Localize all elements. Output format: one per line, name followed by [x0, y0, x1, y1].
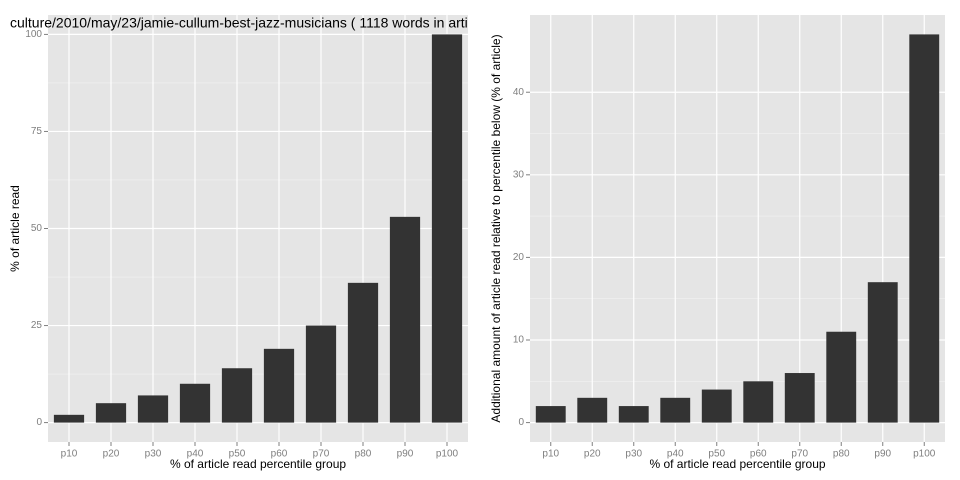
bar: [137, 395, 169, 423]
bar: [347, 282, 379, 423]
bar: [909, 34, 940, 423]
x-tick-label: p60: [271, 449, 288, 460]
y-tick-label: 0: [36, 417, 42, 428]
y-tick-label: 30: [513, 169, 525, 180]
x-tick-label: p30: [145, 449, 162, 460]
x-tick-label: p40: [667, 449, 684, 460]
y-tick-label: 50: [31, 223, 43, 234]
bar: [701, 389, 732, 423]
y-tick-label: 40: [513, 87, 525, 98]
x-tick-label: p90: [397, 449, 414, 460]
bar: [618, 406, 649, 423]
y-tick-label: 10: [513, 335, 525, 346]
bar: [784, 373, 815, 423]
x-tick-label: p20: [584, 449, 601, 460]
x-tick-label: p20: [103, 449, 120, 460]
x-tick-label: p80: [355, 449, 372, 460]
x-tick-label: p10: [61, 449, 78, 460]
x-tick-label: p30: [625, 449, 642, 460]
x-tick-label: p40: [187, 449, 204, 460]
bar: [263, 348, 295, 423]
bar: [660, 397, 691, 423]
bar: [389, 216, 421, 423]
bar: [826, 331, 857, 423]
bar: [743, 381, 774, 423]
x-tick-label: p70: [313, 449, 330, 460]
x-tick-label: p100: [436, 449, 459, 460]
bar: [577, 397, 608, 423]
bar: [53, 414, 85, 423]
y-tick-label: 75: [31, 126, 43, 137]
bar: [867, 282, 898, 423]
bar: [179, 383, 211, 423]
x-axis-label: % of article read percentile group: [170, 457, 346, 471]
x-tick-label: p100: [913, 449, 936, 460]
x-tick-label: p90: [874, 449, 891, 460]
x-axis-label: % of article read percentile group: [649, 457, 825, 471]
x-tick-label: p10: [542, 449, 559, 460]
bar: [95, 403, 127, 423]
chart-title: culture/2010/may/23/jamie-cullum-best-ja…: [10, 15, 468, 31]
bar: [305, 325, 337, 423]
y-axis-label: Additional amount of article read relati…: [489, 34, 503, 422]
y-axis-label: % of article read: [8, 185, 22, 272]
x-tick-label: p60: [750, 449, 767, 460]
x-tick-label: p50: [229, 449, 246, 460]
bar: [221, 368, 253, 423]
y-tick-label: 25: [31, 320, 43, 331]
x-tick-label: p50: [708, 449, 725, 460]
y-tick-label: 0: [518, 417, 524, 428]
y-tick-label: 100: [25, 29, 42, 40]
x-tick-label: p80: [833, 449, 850, 460]
x-tick-label: p70: [791, 449, 808, 460]
bar: [535, 406, 566, 423]
y-tick-label: 20: [513, 252, 525, 263]
bar: [431, 34, 463, 423]
